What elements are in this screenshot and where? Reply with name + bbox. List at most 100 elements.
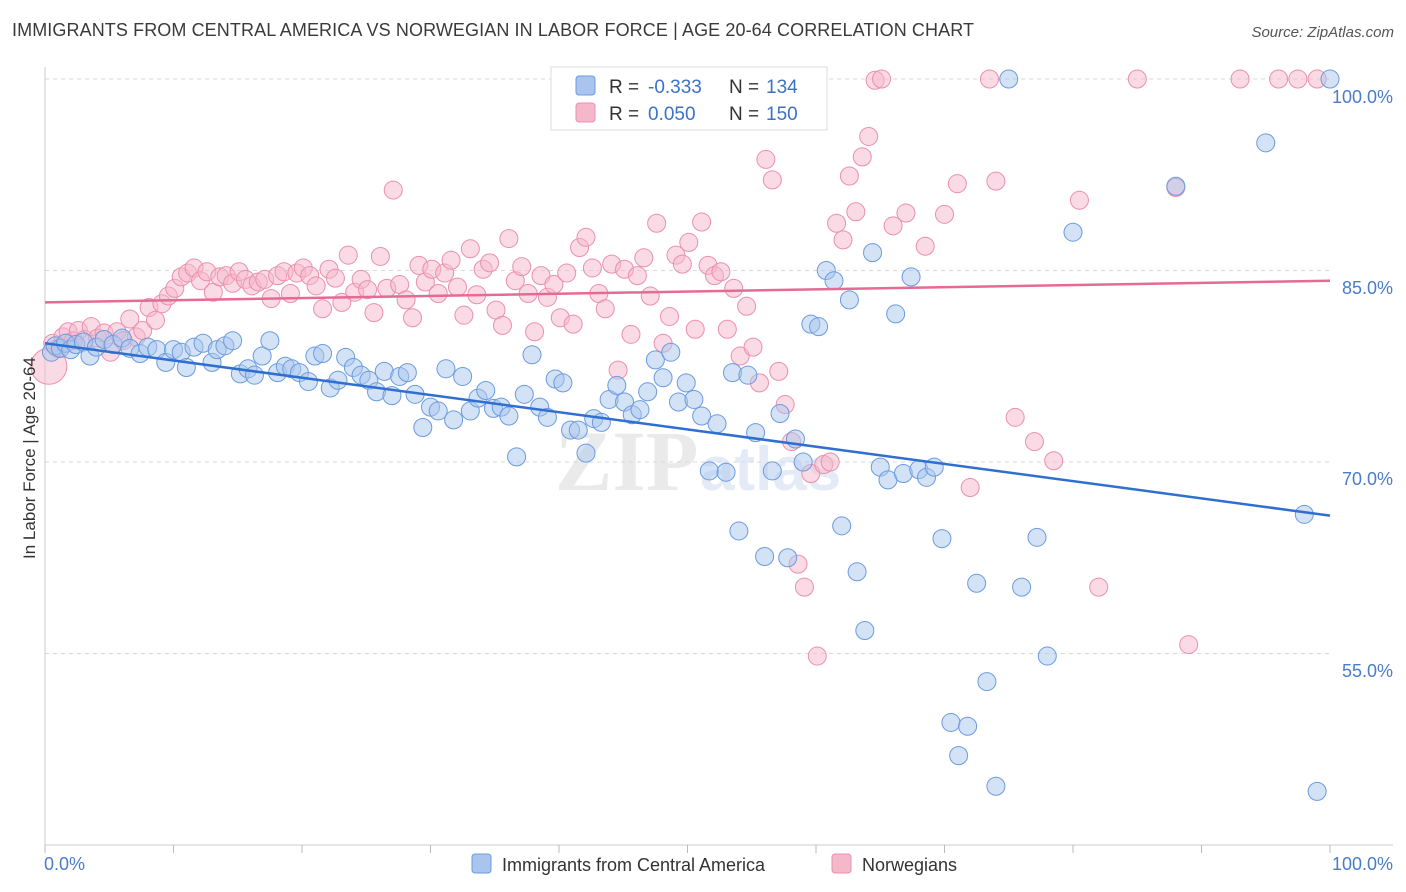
legend-r-value-blue: -0.333 [648, 77, 702, 98]
legend-n-label-blue: N = [729, 77, 759, 98]
central-america-point [729, 521, 749, 541]
central-america-point [1320, 69, 1340, 89]
norwegians-point [827, 213, 847, 233]
blue-swatch [575, 75, 596, 96]
legend-r-label-blue: R = [609, 77, 639, 98]
central-america-point [244, 365, 264, 385]
norwegians-point [685, 319, 705, 339]
central-america-point [692, 406, 712, 426]
y-tick-label: 85.0% [1342, 278, 1393, 298]
central-america-point [762, 461, 782, 481]
norwegians-point [1089, 577, 1109, 597]
central-america-point [958, 716, 978, 736]
central-america-point [576, 443, 596, 463]
legend-n-label-pink: N = [729, 104, 759, 125]
central-america-point [252, 346, 272, 366]
norwegians-point [743, 337, 763, 357]
norwegians-point [756, 149, 776, 169]
central-america-point [941, 712, 961, 732]
series-legend: Immigrants from Central America Norwegia… [471, 853, 957, 875]
central-america-point [522, 345, 542, 365]
central-america-point [1012, 577, 1032, 597]
norwegians-point [595, 299, 615, 319]
central-america-point [1037, 646, 1057, 666]
y-tick-label: 100.0% [1332, 87, 1393, 107]
central-america-point [260, 331, 280, 351]
pink-swatch [575, 102, 596, 123]
axes [44, 67, 1393, 853]
central-america-point [444, 410, 464, 430]
central-america-point [499, 406, 519, 426]
central-america-point [537, 407, 557, 427]
source-label: Source: ZipAtlas.com [1251, 24, 1394, 41]
norwegians-point [447, 277, 467, 297]
trend-lines [44, 279, 1331, 517]
norwegians-point [979, 69, 999, 89]
central-america-point [949, 746, 969, 766]
x-tick-label-min: 0.0% [44, 854, 85, 874]
norwegians-point [582, 258, 602, 278]
norwegians-point [621, 324, 641, 344]
central-america-point [553, 373, 573, 393]
central-america-point [1063, 222, 1083, 242]
central-america-point [1307, 781, 1327, 801]
central-america-point [738, 365, 758, 385]
central-america-point [1294, 504, 1314, 524]
norwegians-point [859, 126, 879, 146]
legend-swatch-norwegians [831, 853, 852, 874]
norwegians-point [460, 239, 480, 259]
central-america-point [1256, 133, 1276, 153]
central-america-point [607, 375, 627, 395]
legend-n-value-blue: 134 [766, 77, 798, 98]
central-america-trend-line [44, 342, 1331, 517]
central-america-point [809, 317, 829, 337]
legend-label-central-america: Immigrants from Central America [502, 855, 766, 875]
central-america-point [428, 401, 448, 421]
central-america-point [630, 400, 650, 420]
central-america-point [313, 343, 333, 363]
central-america-point [863, 243, 883, 263]
central-america-point [397, 363, 417, 383]
norwegians-point [1288, 69, 1308, 89]
norwegians-point [935, 204, 954, 224]
norwegians-point [512, 257, 532, 277]
central-america-point [568, 420, 588, 440]
norwegians-point [454, 305, 474, 325]
norwegians-point [1127, 69, 1147, 89]
norwegians-point [428, 283, 448, 303]
norwegians-point [672, 254, 692, 274]
legend-r-label-pink: R = [609, 104, 639, 125]
norwegians-point [383, 180, 403, 200]
norwegians-point [839, 166, 859, 186]
norwegians-point [717, 319, 737, 339]
norwegians-point [120, 309, 140, 329]
norwegians-point [1024, 432, 1044, 452]
central-america-point [778, 548, 798, 568]
norwegians-point [915, 236, 935, 256]
norwegians-trend-line [44, 279, 1331, 304]
central-america-point [453, 366, 473, 386]
central-america-point [967, 573, 987, 593]
central-america-point [638, 382, 658, 402]
norwegians-point [480, 253, 500, 273]
central-america-point [507, 447, 527, 467]
legend-label-norwegians: Norwegians [862, 855, 957, 875]
central-america-point [1027, 527, 1047, 547]
norwegians-point [692, 212, 712, 232]
central-america-point [716, 462, 736, 482]
norwegians-point [1230, 69, 1250, 89]
norwegians-point [557, 263, 577, 283]
central-america-point [223, 331, 243, 351]
x-tick-label-max: 100.0% [1332, 854, 1393, 874]
central-america-point [653, 368, 673, 388]
stats-legend-box [550, 66, 828, 131]
central-america-point [977, 672, 997, 692]
central-america-point [661, 342, 681, 362]
norwegians-point [396, 290, 416, 310]
norwegians-point [794, 577, 814, 597]
central-america-point [839, 290, 859, 310]
norwegians-point [358, 280, 378, 300]
norwegians-point [807, 646, 827, 666]
norwegians-point [769, 361, 789, 381]
